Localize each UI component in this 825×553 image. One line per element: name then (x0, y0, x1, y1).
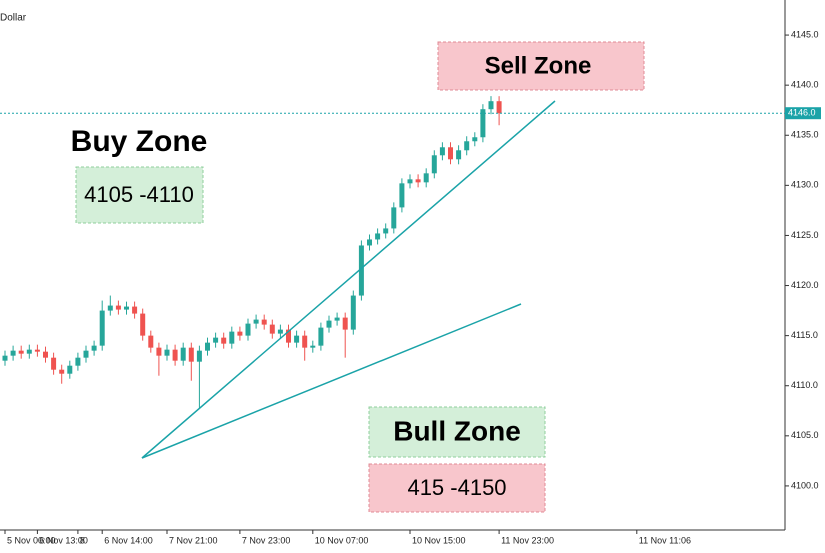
plot (2, 96, 502, 408)
x-tick-label: 8 (80, 535, 85, 545)
candle-body (51, 357, 57, 370)
candle-body (456, 150, 462, 160)
candle-body (342, 317, 348, 330)
y-tick-label: 4145.0 (791, 29, 819, 39)
x-tick-label: 10 Nov 07:00 (315, 535, 369, 545)
candle-body (358, 245, 364, 296)
candle-body (464, 141, 470, 151)
candle-body (67, 365, 73, 374)
y-tick-label: 4125.0 (791, 230, 819, 240)
candle-body (277, 329, 283, 334)
buy-zone-box (75, 166, 204, 224)
candle-body (156, 347, 162, 356)
candle-body (245, 323, 251, 336)
candle-body (205, 342, 210, 351)
bull-range-box (368, 463, 546, 513)
candle-body (26, 349, 32, 354)
candle-body (367, 239, 372, 246)
buy-zone-label: Buy Zone (71, 125, 208, 158)
x-tick-label: 10 Nov 15:00 (412, 535, 466, 545)
x-tick-label: 7 Nov 23:00 (242, 535, 291, 545)
y-tick-label: 4115.0 (791, 330, 818, 340)
candle-body (180, 347, 186, 361)
x-tick-label: 5 Nov 00:00 (7, 535, 56, 545)
sell-zone-label: Sell Zone (485, 52, 592, 79)
x-tick-label: 6 Nov 13:00 (39, 535, 88, 545)
candle-body (124, 306, 129, 310)
candle-body (99, 310, 105, 346)
candle-body (237, 331, 243, 336)
trend-line (141, 303, 522, 459)
candle-body (10, 350, 16, 356)
candle-body (221, 337, 227, 344)
y-tick-label: 4100.0 (791, 480, 819, 490)
candle-body (172, 349, 178, 361)
bull-range-label: 415 -4150 (407, 475, 506, 500)
candle-body (132, 306, 138, 314)
candle-body (140, 313, 146, 336)
candle-body (431, 155, 437, 174)
candle-body (391, 207, 397, 229)
y-tick-label: 4135.0 (791, 130, 819, 140)
x-tick-label: 7 Nov 21:00 (169, 535, 218, 545)
candle-body (423, 173, 429, 183)
trend-line (141, 100, 556, 459)
candle-body (448, 147, 453, 160)
y-tick-label: 4140.0 (791, 80, 819, 90)
candle-body (496, 101, 502, 114)
x-tick-label: 6 Nov 14:00 (104, 535, 153, 545)
candle-body (2, 355, 8, 361)
candle-body (164, 349, 170, 356)
candle-body (415, 179, 421, 183)
candle-body (148, 335, 154, 348)
x-tick-label: 11 Nov 23:00 (501, 535, 554, 545)
candle-body (261, 319, 267, 325)
candle-body (18, 350, 24, 354)
candle-body (488, 101, 494, 110)
candle-body (213, 337, 219, 343)
candle-body (318, 327, 324, 346)
candle-body (91, 345, 97, 351)
candle-body (375, 233, 381, 240)
candle-body (196, 350, 202, 362)
candle-body (399, 183, 405, 208)
candle-body (334, 317, 340, 321)
y-tick-label: 4110.0 (791, 380, 818, 390)
candle-body (310, 345, 316, 348)
candle-body (107, 305, 113, 311)
bull-zone-box (368, 406, 546, 458)
candle-body (350, 295, 356, 330)
candle-body (83, 350, 89, 358)
candle-body (480, 109, 486, 138)
candle-body (229, 331, 235, 344)
x-tick-label: 11 Nov 11:06 (639, 535, 691, 545)
candle-body (294, 335, 300, 343)
candle-body (34, 349, 40, 352)
bull-zone-label: Bull Zone (393, 415, 521, 446)
candle-body (472, 137, 478, 142)
candle-body (43, 351, 48, 358)
y-tick-label: 4105.0 (791, 430, 819, 440)
candle-body (326, 320, 332, 328)
price-label: 4146.0 (788, 108, 816, 118)
y-tick-label: 4120.0 (791, 280, 819, 290)
candle-body (59, 369, 65, 374)
candle-body (407, 179, 413, 184)
candle-body (302, 335, 308, 348)
symbol-label: Dollar (0, 13, 27, 24)
candle-body (383, 228, 389, 234)
y-tick-label: 4130.0 (791, 180, 819, 190)
candle-body (286, 329, 291, 343)
sell-zone-box (437, 41, 645, 91)
candle-body (269, 324, 275, 334)
candle-body (75, 357, 81, 366)
candle-body (188, 347, 194, 362)
price-label-box (785, 107, 821, 120)
candle-body (253, 319, 259, 324)
candle-body (439, 147, 445, 156)
buy-range-label: 4105 -4110 (84, 182, 194, 207)
candle-body (115, 305, 121, 310)
